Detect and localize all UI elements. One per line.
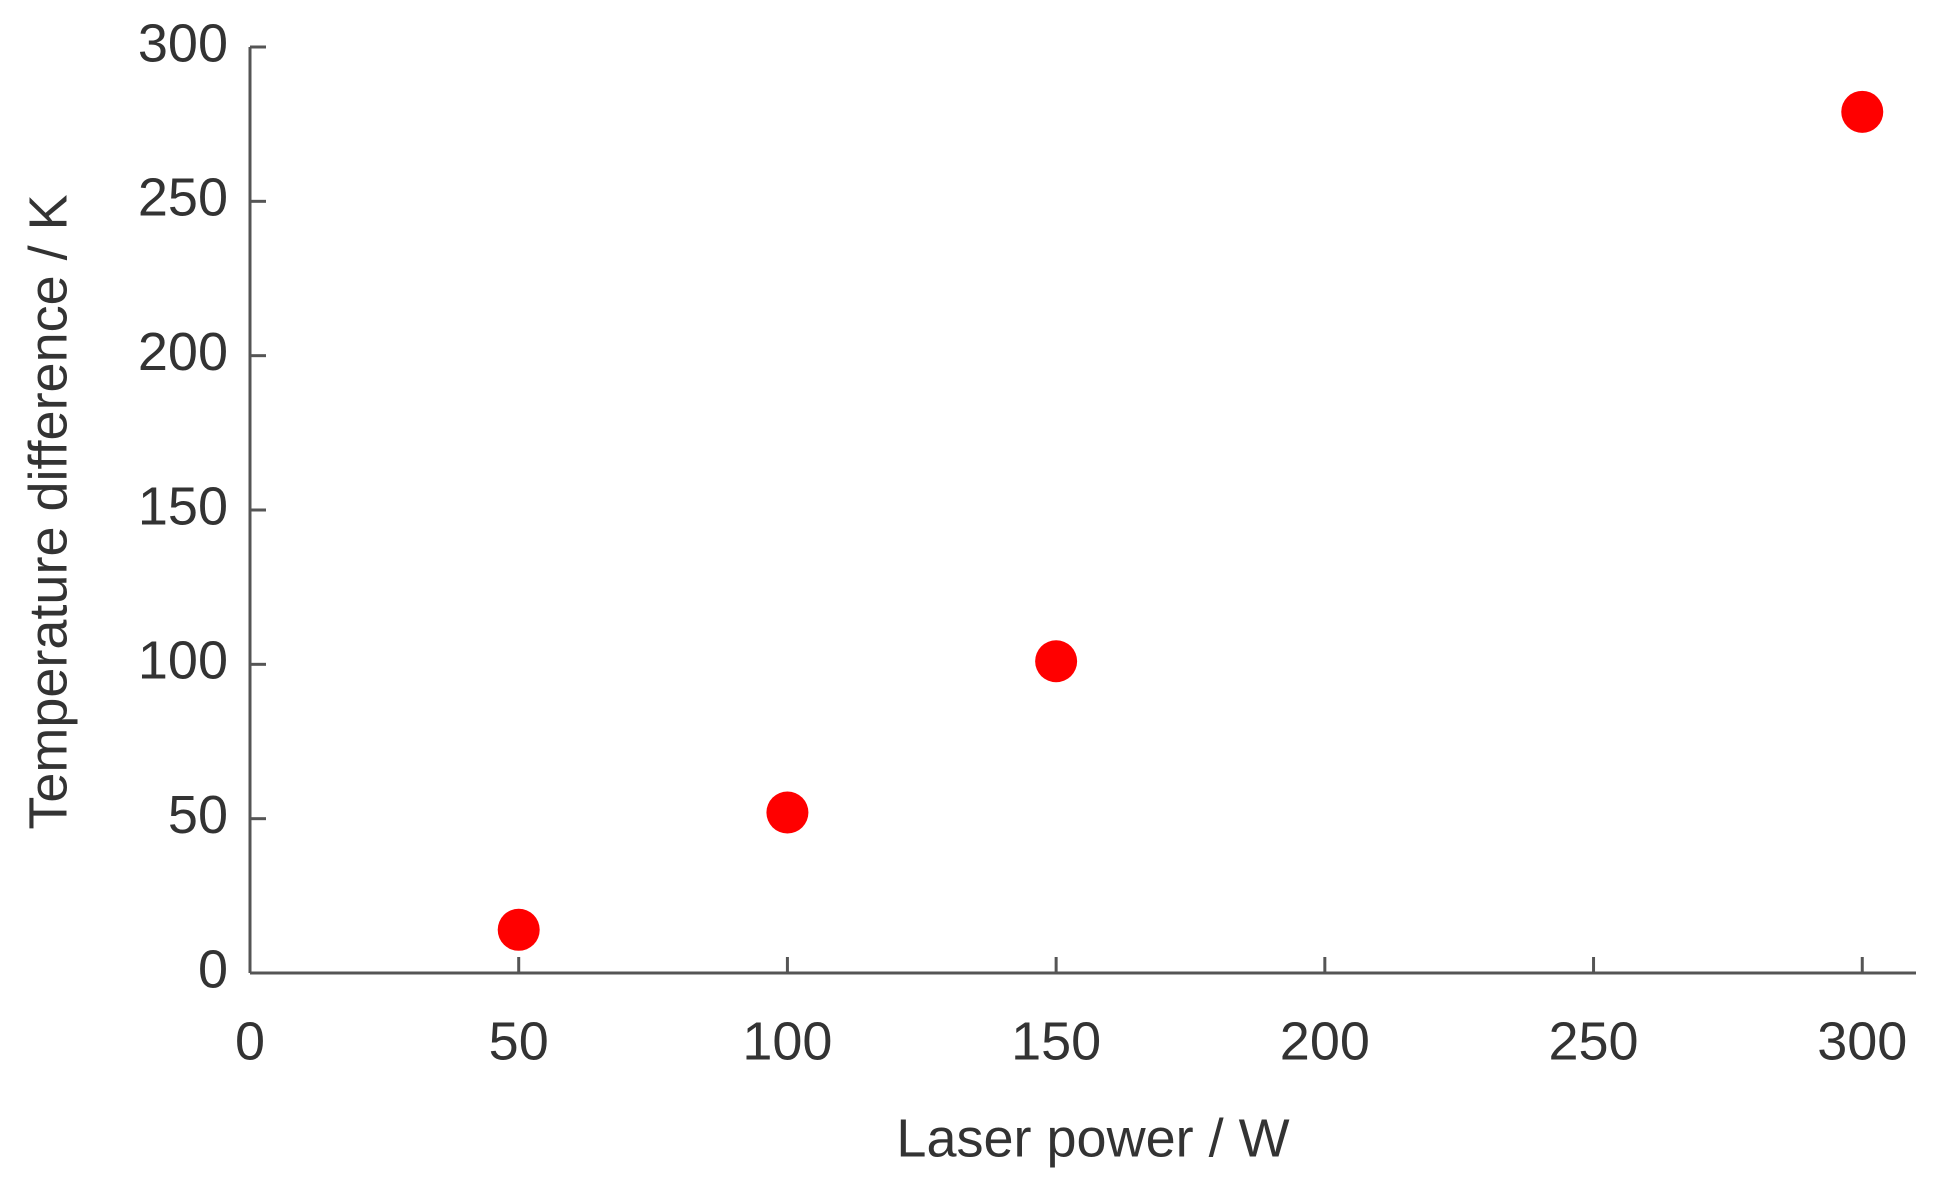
y-tick-label: 50 <box>168 785 228 845</box>
x-tick-label: 100 <box>742 1011 832 1071</box>
y-tick-label: 250 <box>138 168 228 228</box>
y-tick-label: 100 <box>138 631 228 691</box>
point <box>1841 90 1884 133</box>
x-tick-label: 250 <box>1548 1011 1638 1071</box>
x-axis-label: Laser power / W <box>896 1108 1289 1168</box>
x-tick-label: 50 <box>489 1011 549 1071</box>
x-tick-label: 150 <box>1011 1011 1101 1071</box>
x-tick-label: 200 <box>1280 1011 1370 1071</box>
y-tick-label: 150 <box>138 476 228 536</box>
y-tick-label: 0 <box>198 939 228 999</box>
y-tick-label: 300 <box>138 13 228 73</box>
point <box>766 791 809 834</box>
x-tick-label: 300 <box>1817 1011 1907 1071</box>
point <box>1035 640 1078 683</box>
x-tick-label: 0 <box>235 1011 265 1071</box>
y-tick-label: 200 <box>138 322 228 382</box>
y-axis-label: Temperature difference / K <box>18 194 78 829</box>
point <box>497 908 540 951</box>
